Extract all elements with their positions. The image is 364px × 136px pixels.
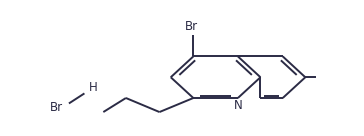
Text: Br: Br (50, 101, 63, 114)
Text: Br: Br (185, 20, 198, 33)
Text: N: N (234, 99, 242, 112)
Text: H: H (89, 81, 98, 94)
